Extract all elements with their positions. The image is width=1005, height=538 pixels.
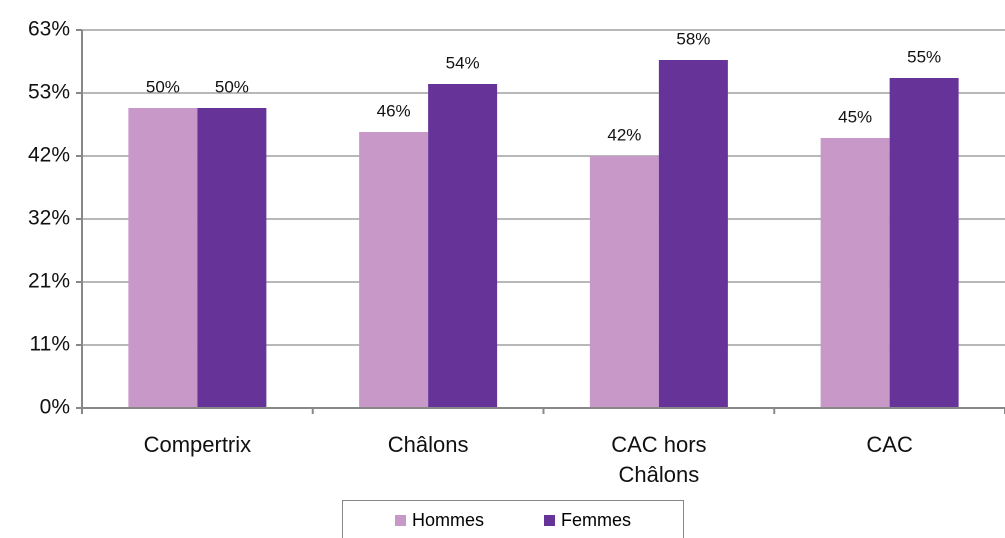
- bar: [428, 84, 498, 408]
- data-label: 45%: [838, 107, 872, 126]
- data-label: 50%: [215, 77, 249, 96]
- x-tick-label: CAC hors Châlons: [611, 432, 707, 487]
- y-tick-label: 32%: [28, 207, 70, 230]
- y-tick-label: 11%: [30, 333, 70, 356]
- legend-item: Hommes: [394, 509, 484, 531]
- legend: Hommes Femmes: [342, 500, 684, 538]
- y-tick-label: 63%: [28, 18, 70, 41]
- bar: [889, 78, 959, 408]
- legend-swatch: [544, 514, 555, 526]
- legend-swatch: [394, 514, 406, 526]
- y-tick-label: 42%: [28, 144, 70, 167]
- y-tick-label: 21%: [28, 270, 70, 293]
- legend-item: Femmes: [544, 510, 631, 531]
- x-tick-label: Châlons: [387, 432, 469, 457]
- bar: [128, 108, 198, 408]
- bar: [658, 60, 728, 408]
- x-tick-label: CAC: [866, 432, 913, 457]
- bar: [359, 132, 429, 408]
- y-tick-label: 0%: [40, 396, 70, 419]
- data-label: 54%: [446, 53, 480, 72]
- y-tick-label: 53%: [28, 81, 70, 104]
- data-label: 58%: [676, 29, 710, 48]
- data-label: 50%: [146, 77, 180, 96]
- bar: [589, 156, 659, 408]
- data-label: 46%: [377, 101, 411, 120]
- legend-label: Hommes: [411, 509, 484, 530]
- bar: [197, 108, 267, 408]
- data-label: 42%: [607, 125, 641, 144]
- legend-label: Femmes: [561, 509, 632, 530]
- x-tick-label: Compertrix: [143, 432, 252, 457]
- bar: [820, 138, 890, 408]
- data-label: 55%: [907, 47, 941, 66]
